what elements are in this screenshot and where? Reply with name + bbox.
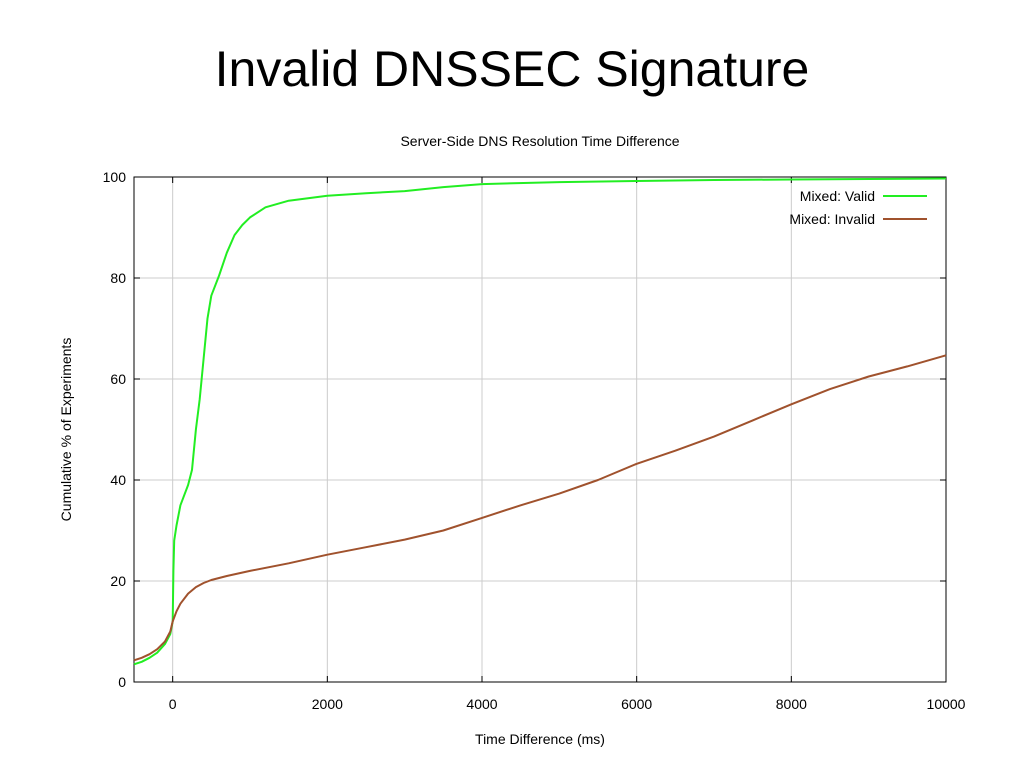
chart-title: Server-Side DNS Resolution Time Differen… [400,133,679,149]
grid-lines [134,177,947,682]
x-axis-title: Time Difference (ms) [475,731,605,747]
legend-label: Mixed: Valid [800,188,875,204]
y-tick-label: 20 [110,573,126,589]
axis-ticks: 0 2000 4000 6000 8000 10000 0 20 40 60 80 100 [103,169,966,712]
slide-title: Invalid DNSSEC Signature [214,41,810,97]
x-tick-label: 0 [169,696,177,712]
series-line-1 [133,177,947,666]
series-line-2 [133,354,947,662]
y-tick-label: 60 [110,371,126,387]
legend: Mixed: Valid Mixed: Invalid [789,188,927,227]
y-tick-label: 0 [118,674,126,690]
x-tick-label: 6000 [621,696,652,712]
x-tick-label: 2000 [312,696,343,712]
x-tick-label: 4000 [466,696,497,712]
y-tick-label: 100 [103,169,127,185]
x-tick-label: 8000 [776,696,807,712]
y-tick-label: 80 [110,270,126,286]
plot-frame [133,176,947,683]
legend-label: Mixed: Invalid [789,211,875,227]
y-tick-label: 40 [110,472,126,488]
y-axis-title: Cumulative % of Experiments [58,338,74,522]
x-tick-label: 10000 [927,696,966,712]
series-lines [133,177,947,666]
